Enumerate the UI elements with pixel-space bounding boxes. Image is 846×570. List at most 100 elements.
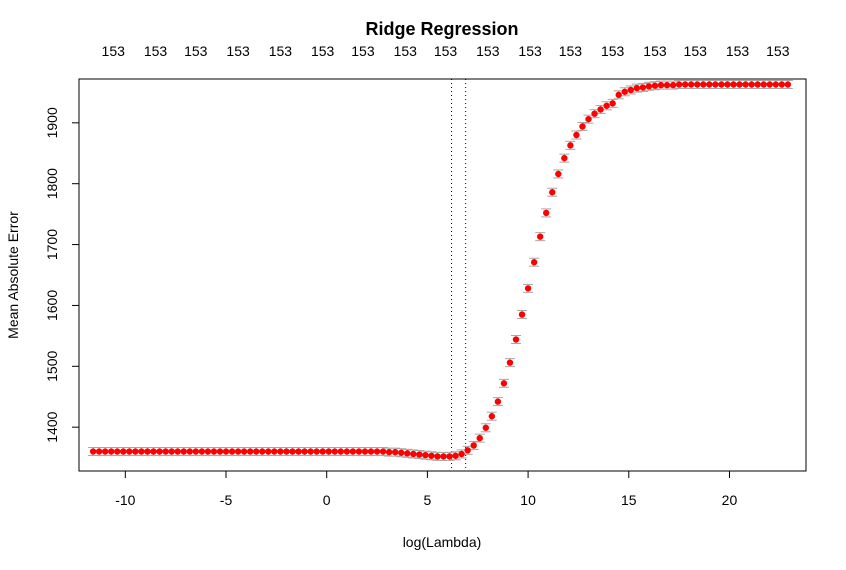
y-tick-label: 1600 [44, 290, 60, 321]
data-point [712, 81, 719, 88]
data-point [398, 449, 405, 456]
chart-title: Ridge Regression [365, 19, 518, 39]
data-point [162, 448, 169, 455]
data-point [416, 451, 423, 458]
data-point [778, 81, 786, 88]
data-point [379, 448, 387, 455]
data-point [343, 448, 351, 455]
data-point [615, 91, 622, 99]
x-tick-label: -10 [115, 492, 135, 508]
top-axis-label: 153 [394, 43, 418, 59]
data-point [651, 82, 659, 89]
data-point [108, 448, 115, 455]
top-axis-label: 153 [601, 43, 625, 59]
data-point [271, 448, 278, 455]
x-axis-label: log(Lambda) [403, 534, 482, 550]
data-point [476, 434, 483, 442]
data-point [772, 81, 779, 88]
data-point [555, 170, 562, 178]
top-axis-label: 153 [184, 43, 208, 59]
data-point [385, 448, 393, 456]
top-axis-label: 153 [559, 43, 583, 59]
data-point [518, 311, 526, 318]
data-point [452, 452, 459, 459]
data-point [180, 448, 187, 455]
data-point [144, 448, 151, 455]
data-point [639, 84, 647, 91]
data-point [694, 81, 701, 88]
data-point [198, 448, 206, 455]
data-point [434, 453, 441, 460]
data-point [355, 448, 363, 455]
data-point [724, 81, 731, 88]
data-point [114, 448, 121, 455]
data-point [470, 442, 477, 449]
data-point [530, 259, 538, 266]
data-point [754, 81, 761, 88]
data-point [561, 154, 568, 162]
data-point [663, 81, 671, 89]
data-point [736, 81, 743, 88]
data-point [536, 233, 544, 240]
data-point [488, 413, 496, 420]
data-point [404, 450, 411, 457]
data-point [156, 448, 163, 455]
data-point [446, 453, 453, 460]
data-point [494, 398, 502, 405]
data-point [174, 448, 181, 455]
data-point [307, 448, 314, 455]
data-point [742, 81, 749, 88]
data-point [95, 448, 103, 455]
top-axis-label: 153 [434, 43, 458, 59]
data-point [210, 448, 218, 455]
data-point [216, 448, 224, 455]
data-point [289, 448, 296, 455]
top-axis-label: 153 [766, 43, 790, 59]
y-axis-label: Mean Absolute Error [5, 211, 21, 339]
top-axis-label: 153 [351, 43, 375, 59]
data-point [126, 448, 133, 455]
data-point [337, 448, 345, 455]
data-point [428, 452, 435, 459]
data-point [253, 448, 260, 455]
top-axis-label: 153 [226, 43, 250, 59]
data-point [669, 81, 677, 89]
data-point [464, 447, 471, 454]
data-point [700, 81, 707, 88]
data-point [301, 448, 308, 455]
data-point [597, 106, 604, 113]
data-point [549, 189, 556, 196]
data-point [633, 84, 641, 92]
data-point [784, 81, 792, 88]
data-point [240, 448, 248, 455]
data-point [524, 285, 532, 292]
data-point [706, 81, 713, 88]
data-point [150, 448, 157, 455]
data-point [259, 448, 266, 455]
top-axis-label: 153 [643, 43, 667, 59]
data-point [265, 448, 272, 455]
data-point [609, 100, 616, 107]
data-point [132, 448, 139, 455]
data-point [367, 448, 375, 455]
data-point [627, 86, 634, 94]
data-point [168, 448, 175, 455]
data-point [681, 81, 689, 88]
data-point [410, 450, 417, 458]
data-point [138, 448, 145, 455]
data-point [657, 81, 665, 89]
data-point [391, 448, 399, 456]
data-point [730, 81, 737, 88]
data-point [748, 81, 755, 88]
x-tick-label: 0 [323, 492, 331, 508]
y-tick-label: 1800 [44, 168, 60, 199]
data-point [192, 448, 200, 455]
data-point [349, 448, 357, 455]
data-point [458, 450, 465, 458]
data-point [579, 123, 586, 130]
plot-frame [78, 78, 807, 472]
x-tick-label: 15 [621, 492, 637, 508]
top-axis-label: 153 [726, 43, 750, 59]
data-point [361, 448, 369, 455]
